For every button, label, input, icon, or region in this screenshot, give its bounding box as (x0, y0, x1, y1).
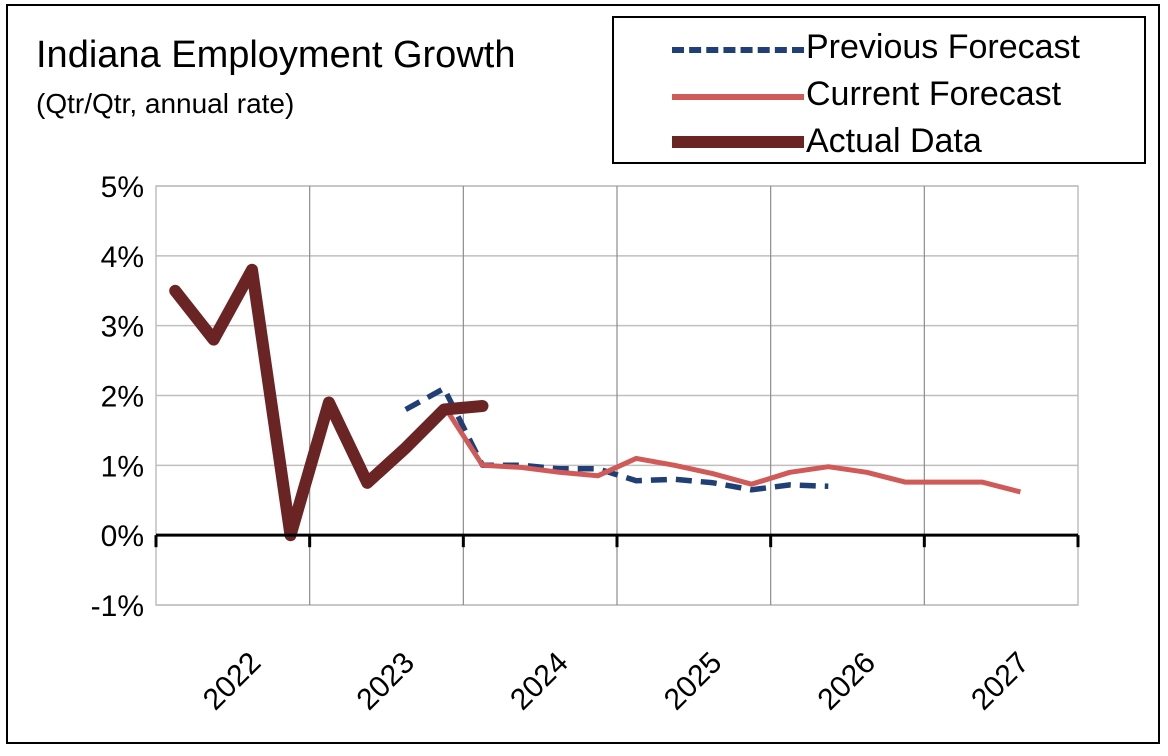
legend-item-current-forecast: Current Forecast (614, 73, 1144, 117)
series-line-actual-data (169, 263, 489, 542)
chart-subtitle: (Qtr/Qtr, annual rate) (36, 88, 295, 119)
x-tick-label: 2026 (812, 646, 883, 717)
y-tick-label: 0% (101, 520, 144, 553)
legend-swatch-actual-data (672, 136, 804, 148)
legend-label-previous-forecast: Previous Forecast (806, 28, 1080, 66)
legend-item-previous-forecast: Previous Forecast (614, 26, 1144, 70)
legend-swatch-current-forecast (672, 94, 804, 100)
tick-label-layer: 5% 4% 3% 2% 1% 0% -1% 2022 2023 2024 2025 2026 2027 (91, 171, 1036, 717)
legend: Previous Forecast Current Forecast Actua… (612, 16, 1146, 164)
legend-swatch-previous-forecast (672, 47, 804, 53)
x-tick-label: 2025 (658, 646, 729, 717)
axis-layer (154, 533, 1080, 548)
series-layer (169, 263, 1022, 542)
grid-layer (155, 185, 1079, 606)
x-tick-label: 2024 (504, 646, 575, 717)
chart-title: Indiana Employment Growth (36, 34, 516, 76)
y-tick-label: 3% (101, 311, 144, 344)
legend-item-actual-data: Actual Data (614, 120, 1144, 164)
y-tick-label: -1% (91, 590, 144, 623)
legend-label-current-forecast: Current Forecast (806, 75, 1062, 113)
x-tick-label: 2027 (965, 646, 1036, 717)
legend-label-actual-data: Actual Data (806, 122, 982, 160)
y-tick-label: 5% (101, 171, 144, 204)
x-tick-label: 2022 (197, 646, 268, 717)
y-tick-label: 1% (101, 450, 144, 483)
x-tick-label: 2023 (351, 646, 422, 717)
y-tick-label: 4% (101, 241, 144, 274)
series-line-current-forecast (442, 404, 1022, 495)
y-tick-label: 2% (101, 381, 144, 414)
